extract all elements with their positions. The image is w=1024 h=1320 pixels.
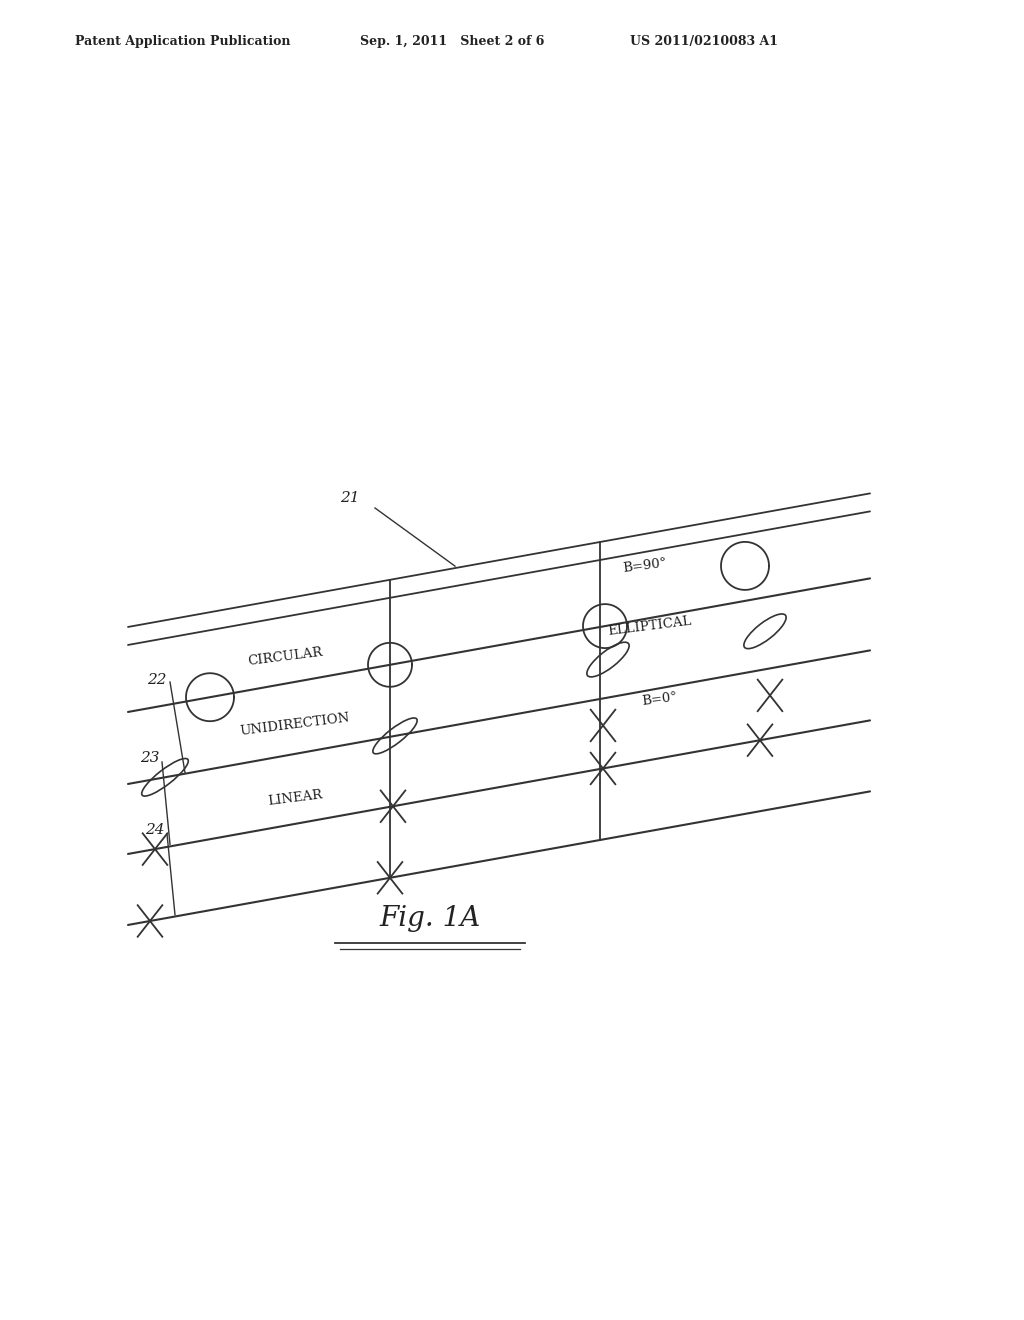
Text: 23: 23 (140, 751, 160, 766)
Text: Sep. 1, 2011   Sheet 2 of 6: Sep. 1, 2011 Sheet 2 of 6 (360, 36, 545, 48)
Text: 21: 21 (340, 491, 359, 506)
Text: CIRCULAR: CIRCULAR (247, 645, 324, 668)
Text: B=90°: B=90° (623, 557, 668, 576)
Text: B=0°: B=0° (641, 690, 679, 709)
Text: Patent Application Publication: Patent Application Publication (75, 36, 291, 48)
Text: ELLIPTICAL: ELLIPTICAL (607, 615, 692, 638)
Text: 24: 24 (145, 822, 165, 837)
Text: UNIDIRECTION: UNIDIRECTION (240, 711, 350, 738)
Text: US 2011/0210083 A1: US 2011/0210083 A1 (630, 36, 778, 48)
Text: LINEAR: LINEAR (267, 788, 324, 808)
Text: Fig. 1A: Fig. 1A (379, 906, 480, 932)
Text: 22: 22 (147, 673, 167, 686)
